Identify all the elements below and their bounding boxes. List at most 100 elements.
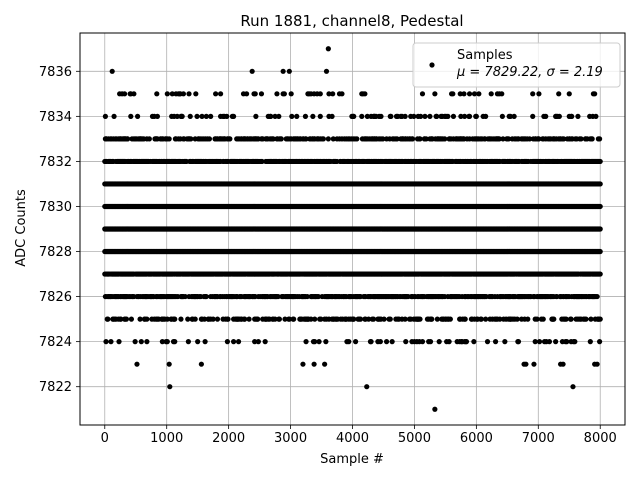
data-point [492,339,499,345]
data-point [185,316,191,322]
data-point [463,339,470,345]
data-point [108,339,114,345]
data-point [286,316,292,322]
data-point [316,339,322,345]
data-point [515,339,522,345]
data-point [312,316,318,322]
data-point [123,316,130,322]
data-point [137,316,143,322]
data-point [159,339,165,345]
data-point [351,316,357,322]
data-point [419,339,426,345]
data-point [568,316,574,322]
data-point [383,339,390,345]
data-point [587,339,593,345]
data-point [272,316,278,322]
data-point [471,339,477,345]
data-point [429,316,435,322]
data-point [540,316,546,322]
data-point [377,339,383,345]
data-point [366,316,372,322]
data-point [235,339,242,345]
data-point [172,339,178,345]
data-point [368,339,374,345]
data-point [172,316,178,322]
data-point [255,339,261,345]
data-point [381,316,387,322]
data-point [534,316,540,322]
data-point [532,339,538,345]
data-point [303,339,309,345]
data-point [352,339,359,345]
data-point [291,316,297,322]
data-point [255,316,261,322]
data-point [427,339,434,345]
data-point [202,339,208,345]
data-point [563,316,569,322]
data-point [546,339,553,345]
data-point [597,226,603,232]
data-point [201,316,208,322]
data-point [597,203,603,210]
data-point [275,293,281,300]
data-point [553,339,559,345]
data-point [210,316,216,322]
data-point [403,339,409,345]
data-point [588,316,594,322]
data-point [144,316,150,322]
data-point [214,316,221,322]
data-point [224,339,230,345]
data-point [203,293,209,300]
data-point [370,316,377,322]
data-points [102,46,603,412]
data-point [417,316,423,322]
data-point [132,339,138,345]
data-point [536,339,543,345]
data-point [282,316,288,322]
data-point [192,316,198,322]
data-point [597,316,603,322]
data-point [389,339,395,345]
data-point [105,316,111,322]
data-point [315,293,322,300]
data-point [128,316,135,322]
data-point [462,316,468,322]
data-point [103,339,109,345]
data-point [178,316,184,322]
data-point [497,316,503,322]
data-point [594,293,600,300]
data-point [262,339,268,345]
data-point [312,339,318,345]
data-point [597,271,603,277]
data-point [185,339,191,345]
data-point [483,316,489,322]
data-point [346,339,352,345]
data-point [446,339,452,345]
data-point [276,316,283,322]
data-point [597,248,603,255]
data-point [242,316,248,322]
data-point [246,316,252,322]
data-point [138,339,144,345]
data-point [436,339,442,345]
data-point [318,316,324,322]
data-point [434,316,440,322]
data-point [118,316,124,322]
data-point [572,339,578,345]
data-point [583,316,589,322]
data-point [304,293,310,300]
data-point [252,339,258,345]
data-point [484,339,491,345]
data-point [564,339,570,345]
data-point [164,339,170,345]
data-point [387,316,393,322]
data-point [116,339,122,345]
data-point [164,316,170,322]
data-point [514,316,520,322]
data-point [308,316,314,322]
data-point [551,316,557,322]
data-point [182,293,188,300]
data-point [402,316,408,322]
data-point [357,316,364,322]
